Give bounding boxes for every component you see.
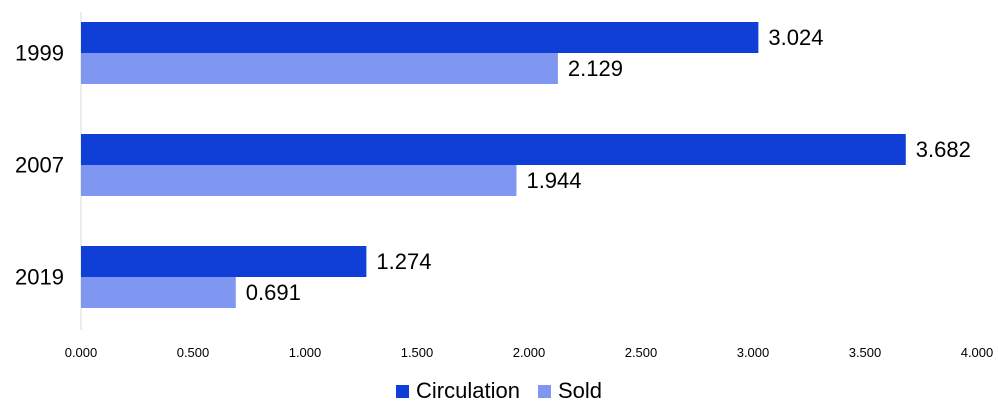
- data-label-circulation-2019: 1.274: [376, 249, 431, 274]
- legend-item-sold: Sold: [537, 378, 602, 404]
- data-label-circulation-2007: 3.682: [916, 137, 971, 162]
- category-label-2019: 2019: [15, 265, 64, 290]
- data-label-circulation-1999: 3.024: [768, 25, 823, 50]
- data-label-sold-2007: 1.944: [526, 168, 581, 193]
- bar-circulation-1999: [81, 22, 759, 53]
- x-tick-label: 3.000: [737, 345, 770, 360]
- legend-label-circulation: Circulation: [416, 378, 520, 403]
- bar-sold-2007: [81, 165, 517, 196]
- category-label-2007: 2007: [15, 153, 64, 178]
- legend: Circulation Sold: [0, 378, 998, 404]
- x-tick-label: 0.500: [177, 345, 210, 360]
- bar-sold-1999: [81, 53, 558, 84]
- bar-circulation-2007: [81, 134, 906, 165]
- data-label-sold-2019: 0.691: [246, 280, 301, 305]
- bar-sold-2019: [81, 277, 236, 308]
- bar-circulation-2019: [81, 246, 367, 277]
- x-tick-label: 2.500: [625, 345, 658, 360]
- legend-label-sold: Sold: [557, 378, 602, 403]
- x-tick-label: 2.000: [513, 345, 546, 360]
- x-tick-label: 3.500: [849, 345, 882, 360]
- legend-swatch-sold: [537, 384, 551, 398]
- x-tick-label: 4.000: [961, 345, 994, 360]
- legend-swatch-circulation: [396, 384, 409, 398]
- x-tick-label: 1.500: [401, 345, 434, 360]
- category-label-1999: 1999: [15, 41, 64, 66]
- legend-item-circulation: Circulation: [396, 378, 520, 404]
- data-label-sold-1999: 2.129: [568, 56, 623, 81]
- x-tick-label: 0.000: [65, 345, 98, 360]
- x-tick-label: 1.000: [289, 345, 322, 360]
